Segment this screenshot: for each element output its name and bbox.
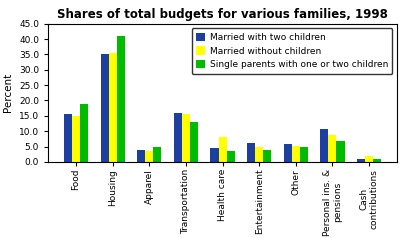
Bar xyxy=(137,150,145,162)
Bar xyxy=(174,113,182,162)
Bar xyxy=(255,147,263,162)
Bar xyxy=(365,156,373,162)
Legend: Married with two children, Married without children, Single parents with one or : Married with two children, Married witho… xyxy=(192,28,393,74)
Bar xyxy=(328,135,336,162)
Bar xyxy=(72,116,80,162)
Bar xyxy=(117,36,125,162)
Bar xyxy=(145,151,153,162)
Bar xyxy=(284,144,292,162)
Bar xyxy=(320,129,328,162)
Bar xyxy=(263,150,271,162)
Bar xyxy=(292,146,300,162)
Title: Shares of total budgets for various families, 1998: Shares of total budgets for various fami… xyxy=(57,8,388,21)
Bar xyxy=(300,147,308,162)
Bar xyxy=(109,53,117,162)
Bar xyxy=(64,114,72,162)
Bar xyxy=(101,55,109,162)
Bar xyxy=(182,114,190,162)
Bar xyxy=(357,159,365,162)
Bar xyxy=(373,159,381,162)
Bar xyxy=(227,151,235,162)
Bar xyxy=(80,104,88,162)
Bar xyxy=(336,141,344,162)
Bar xyxy=(153,147,161,162)
Bar xyxy=(211,148,219,162)
Bar xyxy=(247,143,255,162)
Bar xyxy=(219,137,227,162)
Y-axis label: Percent: Percent xyxy=(4,73,13,112)
Bar xyxy=(190,122,198,162)
